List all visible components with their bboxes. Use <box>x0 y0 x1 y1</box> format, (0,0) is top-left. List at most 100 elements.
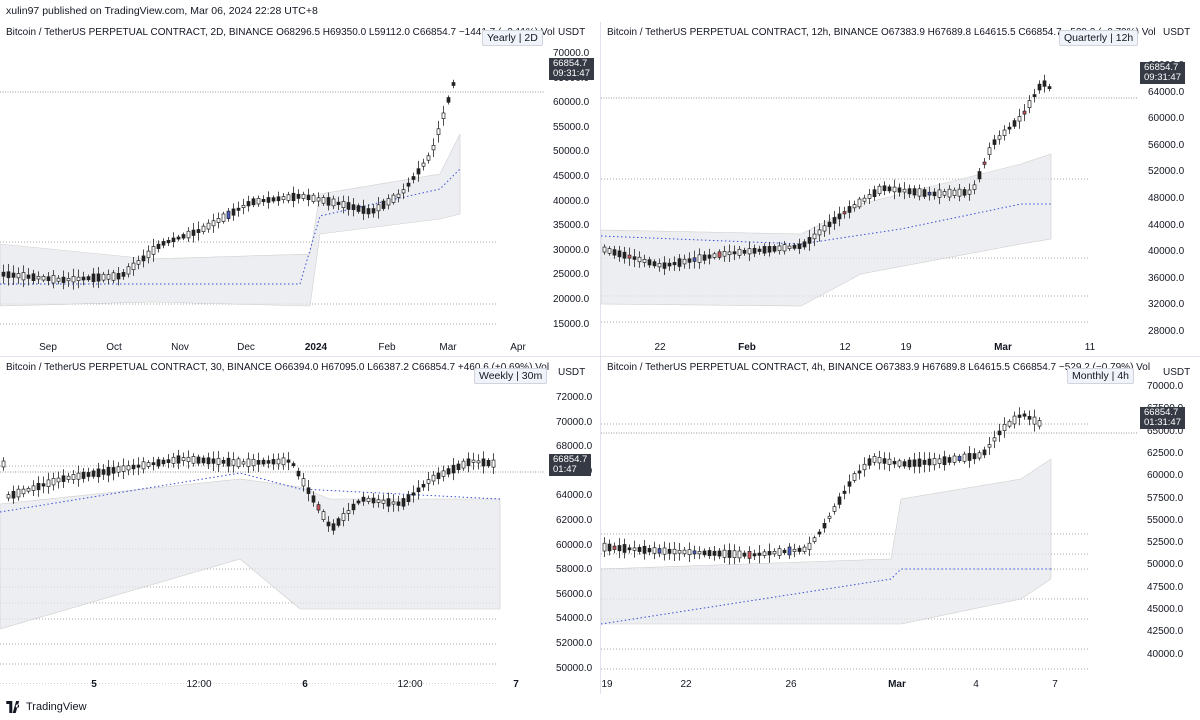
candle <box>421 480 426 491</box>
candle <box>346 196 351 216</box>
candle <box>1042 74 1047 93</box>
candle <box>311 491 316 507</box>
timeframe-label[interactable]: Weekly | 30m <box>474 368 548 384</box>
candle <box>76 269 81 289</box>
volatility-band <box>0 133 461 307</box>
candle <box>892 179 897 200</box>
candle <box>777 241 782 255</box>
candle <box>792 543 797 558</box>
candle <box>957 184 962 202</box>
candle <box>46 472 51 494</box>
mean-line <box>0 168 461 285</box>
candle <box>286 452 291 471</box>
candle <box>176 449 181 470</box>
candle <box>887 184 892 194</box>
candle <box>116 266 121 286</box>
candle <box>366 204 371 219</box>
chart-title: Bitcoin / TetherUS PERPETUAL CONTRACT, 3… <box>6 362 550 373</box>
candle <box>256 452 261 472</box>
price-tick-label: 65000.0 <box>1147 425 1184 437</box>
candle <box>652 541 657 560</box>
candle <box>612 245 617 259</box>
candle <box>426 472 431 491</box>
candle <box>1017 108 1022 129</box>
candle <box>747 241 752 261</box>
timeframe-label[interactable]: Quarterly | 12h <box>1059 30 1139 46</box>
candle <box>947 454 952 466</box>
candle <box>912 452 917 474</box>
price-tick-label: 30000.0 <box>553 244 590 256</box>
candle <box>632 540 637 558</box>
price-tick-label: 15000.0 <box>553 318 590 330</box>
candle <box>206 452 211 469</box>
candle <box>807 229 812 251</box>
price-plot[interactable] <box>601 44 1138 344</box>
candle <box>987 436 992 455</box>
candle <box>216 450 221 472</box>
candle <box>982 157 987 169</box>
candle <box>1 457 6 471</box>
candle <box>997 423 1002 442</box>
candle <box>191 453 196 467</box>
candle <box>236 456 241 469</box>
chart-panel-30m[interactable]: Bitcoin / TetherUS PERPETUAL CONTRACT, 3… <box>0 357 600 694</box>
time-tick-label: Sep <box>39 342 57 353</box>
chart-panel-4h[interactable]: Bitcoin / TetherUS PERPETUAL CONTRACT, 4… <box>601 357 1200 694</box>
price-tick-label: 52000.0 <box>1148 166 1185 178</box>
chart-panel-12h[interactable]: Bitcoin / TetherUS PERPETUAL CONTRACT, 1… <box>601 22 1200 356</box>
candle <box>717 547 722 560</box>
candle <box>226 207 231 222</box>
price-plot[interactable] <box>601 379 1138 684</box>
candle <box>281 452 286 470</box>
price-tick-label: 72000.0 <box>556 392 593 403</box>
candle <box>306 188 311 207</box>
candle <box>146 460 151 469</box>
price-tick-label: 70000.0 <box>1147 381 1184 392</box>
candle <box>1022 410 1027 420</box>
candle <box>156 240 161 253</box>
candle <box>612 542 617 554</box>
timeframe-label[interactable]: Yearly | 2D <box>482 30 543 46</box>
candle <box>241 198 246 215</box>
candle <box>466 452 471 473</box>
candle <box>677 254 682 272</box>
candle <box>647 544 652 556</box>
candle <box>852 471 857 483</box>
candle <box>697 248 702 269</box>
candle <box>31 269 36 285</box>
candle <box>877 183 882 197</box>
candle <box>36 271 41 285</box>
candle <box>667 258 672 271</box>
candle <box>361 492 366 506</box>
timeframe-label[interactable]: Monthly | 4h <box>1067 368 1135 384</box>
candle <box>997 130 1002 145</box>
tradingview-logo-icon <box>6 701 20 713</box>
candle <box>186 227 191 242</box>
candle <box>321 509 326 522</box>
footer-brand[interactable]: TradingView <box>6 701 87 713</box>
price-plot[interactable] <box>0 379 545 684</box>
candle <box>396 189 401 203</box>
candle <box>441 465 446 482</box>
candle <box>136 457 141 476</box>
candle <box>622 538 627 559</box>
candle <box>1002 417 1007 438</box>
price-tick-label: 42500.0 <box>1147 626 1184 638</box>
candle <box>326 192 331 211</box>
candle <box>847 200 852 219</box>
candle <box>226 451 231 473</box>
time-tick-label: 22 <box>680 679 692 690</box>
chart-panel-2d[interactable]: Bitcoin / TetherUS PERPETUAL CONTRACT, 2… <box>0 22 600 356</box>
last-price-tag: 66854.7 01:47 <box>549 454 592 476</box>
candle <box>66 472 71 483</box>
candle <box>246 452 251 473</box>
candle <box>131 458 136 476</box>
candle <box>782 241 787 255</box>
candle <box>967 183 972 201</box>
candle <box>752 244 757 257</box>
price-plot[interactable] <box>0 44 545 344</box>
candle <box>822 219 827 237</box>
candle <box>131 256 136 276</box>
candle <box>902 458 907 469</box>
candle <box>692 545 697 560</box>
